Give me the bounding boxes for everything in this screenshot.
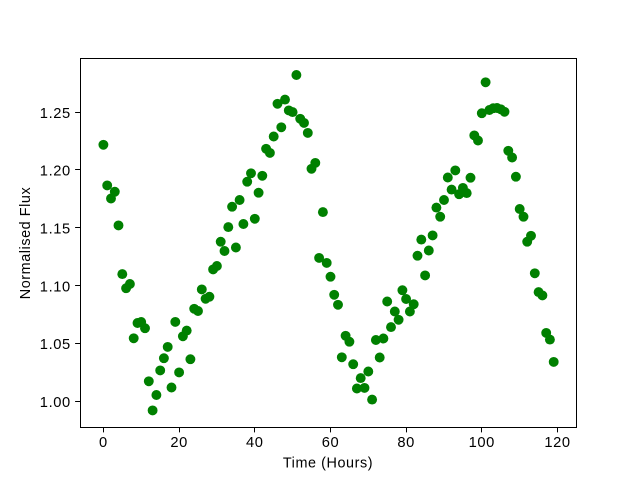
svg-text:20: 20 xyxy=(170,435,188,451)
svg-text:1.05: 1.05 xyxy=(40,337,71,353)
svg-text:1.25: 1.25 xyxy=(40,106,71,122)
svg-text:Time (Hours): Time (Hours) xyxy=(283,456,373,472)
svg-text:100: 100 xyxy=(469,435,495,451)
svg-text:Normalised Flux: Normalised Flux xyxy=(18,187,34,300)
svg-text:80: 80 xyxy=(397,435,415,451)
svg-text:120: 120 xyxy=(544,435,570,451)
svg-text:1.00: 1.00 xyxy=(40,395,71,411)
svg-text:0: 0 xyxy=(99,435,108,451)
svg-text:60: 60 xyxy=(322,435,340,451)
svg-text:1.15: 1.15 xyxy=(40,222,71,238)
svg-text:40: 40 xyxy=(246,435,264,451)
svg-text:1.20: 1.20 xyxy=(40,164,71,180)
svg-text:1.10: 1.10 xyxy=(40,279,71,295)
